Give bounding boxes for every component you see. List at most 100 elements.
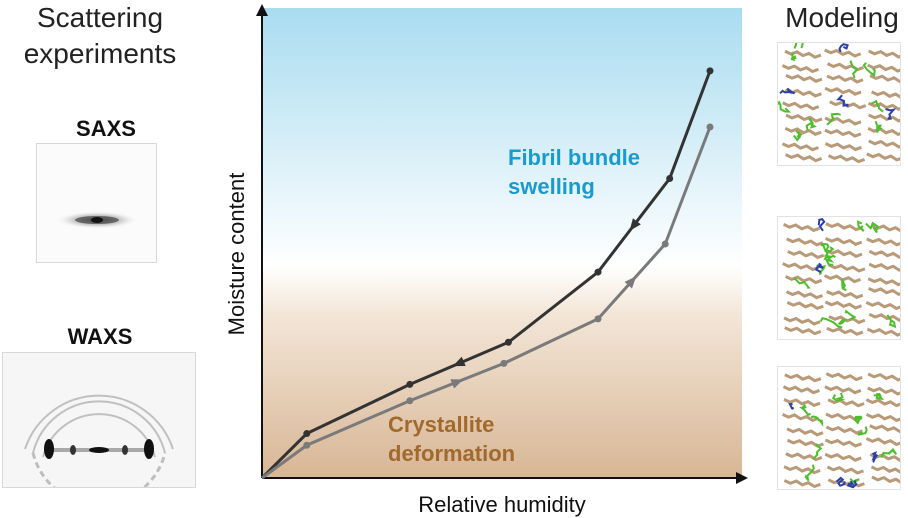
fibril-chain bbox=[868, 286, 900, 297]
polymer-cluster bbox=[819, 317, 843, 329]
model-snapshot-2 bbox=[777, 216, 901, 340]
polymer-cluster bbox=[820, 244, 833, 261]
fibril-chain bbox=[828, 263, 866, 273]
direction-arrow-icon bbox=[629, 218, 641, 231]
polymer-cluster bbox=[841, 278, 847, 292]
fibril-annotation-line1: Fibril bundle bbox=[508, 145, 640, 170]
fibril-chain bbox=[782, 385, 820, 395]
polymer-cluster bbox=[824, 254, 836, 266]
polymer-cluster bbox=[826, 112, 841, 126]
polymer-cluster bbox=[874, 120, 883, 133]
fibril-chain bbox=[786, 237, 824, 247]
polymer-cluster bbox=[814, 262, 824, 273]
fibril-chain bbox=[782, 262, 820, 272]
data-point bbox=[504, 338, 512, 346]
fibril-chain bbox=[784, 126, 822, 136]
polymer-cluster bbox=[886, 314, 897, 329]
fibril-chain bbox=[866, 237, 900, 247]
fibril-chain bbox=[786, 427, 824, 437]
polymer-cluster bbox=[844, 309, 857, 321]
fibril-chain bbox=[867, 372, 900, 382]
polymer-cluster bbox=[817, 217, 826, 232]
fibril-chain bbox=[865, 437, 900, 447]
polymer-cluster bbox=[862, 62, 876, 77]
fibril-chain bbox=[824, 452, 862, 462]
saxs-label: SAXS bbox=[76, 116, 136, 141]
fibril-chain bbox=[826, 465, 864, 475]
fibril-chain bbox=[784, 373, 822, 383]
scattering-experiments-title: Scattering experiments bbox=[0, 0, 200, 72]
fibril-chain bbox=[867, 277, 900, 287]
waxs-label: WAXS bbox=[67, 324, 133, 349]
polymer-cluster bbox=[810, 415, 824, 427]
fibril-chain bbox=[866, 152, 900, 162]
fibril-chain bbox=[866, 327, 900, 337]
polymer-cluster bbox=[871, 451, 879, 463]
fibril-chain bbox=[828, 315, 866, 325]
crystallite-annotation-line1: Crystallite bbox=[388, 412, 494, 437]
fibril-chain bbox=[825, 248, 863, 259]
waxs-pattern-image bbox=[2, 352, 196, 488]
polymer-cluster bbox=[857, 220, 865, 232]
fibril-chain bbox=[783, 223, 821, 233]
polymer-cluster bbox=[822, 242, 835, 253]
fibril-chain bbox=[824, 48, 862, 58]
fibril-chain bbox=[784, 153, 823, 163]
polymer-cluster bbox=[838, 43, 849, 53]
fibril-chain bbox=[870, 465, 900, 474]
fibril-chain bbox=[865, 413, 900, 423]
data-point bbox=[303, 441, 311, 449]
polymer-cluster bbox=[870, 99, 884, 113]
fibril-chain bbox=[825, 372, 863, 382]
polymer-cluster bbox=[849, 60, 859, 79]
fibril-chain bbox=[827, 398, 865, 408]
fibril-chain bbox=[824, 142, 862, 152]
x-axis-arrow-icon bbox=[736, 472, 748, 484]
polymer-cluster bbox=[865, 221, 879, 234]
data-point bbox=[406, 397, 414, 405]
fibril-chain bbox=[827, 478, 865, 488]
data-point bbox=[594, 315, 602, 323]
fibril-chain bbox=[867, 101, 900, 111]
fibril-chain bbox=[785, 290, 824, 300]
fibril-chain bbox=[782, 101, 820, 111]
polymer-cluster bbox=[779, 87, 796, 95]
fibril-chain bbox=[867, 127, 900, 137]
y-axis-arrow-icon bbox=[256, 4, 268, 16]
polymer-cluster bbox=[799, 404, 812, 417]
polymer-cluster bbox=[835, 476, 846, 487]
polymer-cluster bbox=[857, 426, 868, 436]
data-point bbox=[406, 380, 414, 388]
polymer-cluster bbox=[793, 277, 811, 289]
left-title-line2: experiments bbox=[23, 38, 177, 69]
fibril-chain bbox=[824, 385, 862, 395]
fibril-chain bbox=[868, 312, 900, 322]
fibril-chain bbox=[784, 49, 822, 59]
fibril-chain bbox=[785, 452, 823, 462]
chart-background-gradient bbox=[262, 8, 742, 478]
data-point bbox=[661, 240, 669, 248]
fibril-chain bbox=[865, 301, 900, 311]
polymer-cluster bbox=[880, 447, 898, 459]
saxs-pattern-image bbox=[36, 143, 157, 263]
modeling-title: Modeling bbox=[785, 2, 899, 33]
polymer-cluster bbox=[804, 464, 815, 482]
polymer-cluster bbox=[778, 100, 792, 113]
fibril-chain bbox=[867, 386, 900, 396]
fibril-annotation-line2: swelling bbox=[508, 174, 595, 199]
polymer-cluster bbox=[788, 403, 795, 410]
fibril-chain bbox=[826, 62, 865, 72]
y-axis-label: Moisture content bbox=[224, 173, 249, 336]
data-point bbox=[706, 67, 714, 75]
polymer-cluster bbox=[846, 479, 858, 489]
left-title-line1: Scattering bbox=[36, 2, 164, 33]
fibril-chain bbox=[868, 262, 900, 272]
fibril-chain bbox=[781, 142, 819, 152]
fibril-chain bbox=[786, 301, 824, 311]
fibril-chain bbox=[785, 113, 823, 123]
fibril-chain bbox=[868, 249, 900, 259]
fibril-chain bbox=[824, 128, 862, 138]
polymer-cluster bbox=[805, 117, 817, 131]
fibril-chain bbox=[783, 398, 821, 408]
fibril-chain bbox=[826, 74, 864, 84]
